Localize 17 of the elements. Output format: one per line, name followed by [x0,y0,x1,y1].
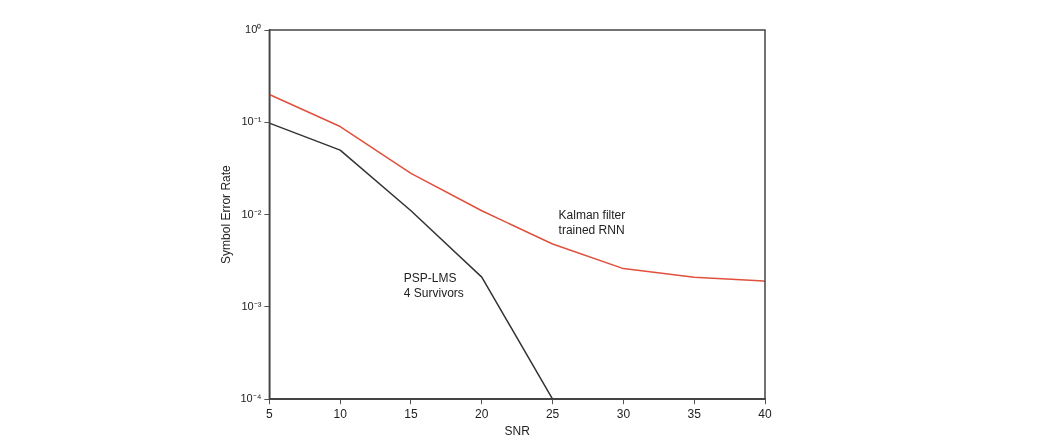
x-tick-label: 10 [333,406,348,421]
x-axis-title: SNR [504,424,531,439]
y-tick-label: 10⁻¹ [241,115,262,128]
x-tick-label: 30 [616,406,631,421]
x-tick-label: 25 [545,406,560,421]
series-label: PSP-LMS 4 Survivors [403,271,464,301]
x-tick-label: 5 [266,406,274,421]
y-tick-label: 10⁰ [245,23,262,36]
x-tick-label: 20 [475,406,489,421]
x-tick-label: 40 [758,406,772,421]
y-axis-title: Symbol Error Rate [218,164,233,264]
x-tick-label: 35 [687,406,702,421]
y-tick-label: 10⁻³ [241,299,262,312]
x-tick-label: 15 [404,406,418,421]
y-tick-label: 10⁻² [241,207,262,220]
y-tick-label: 10⁻⁴ [240,392,262,405]
series-label: Kalman filter trained RNN [558,208,626,238]
